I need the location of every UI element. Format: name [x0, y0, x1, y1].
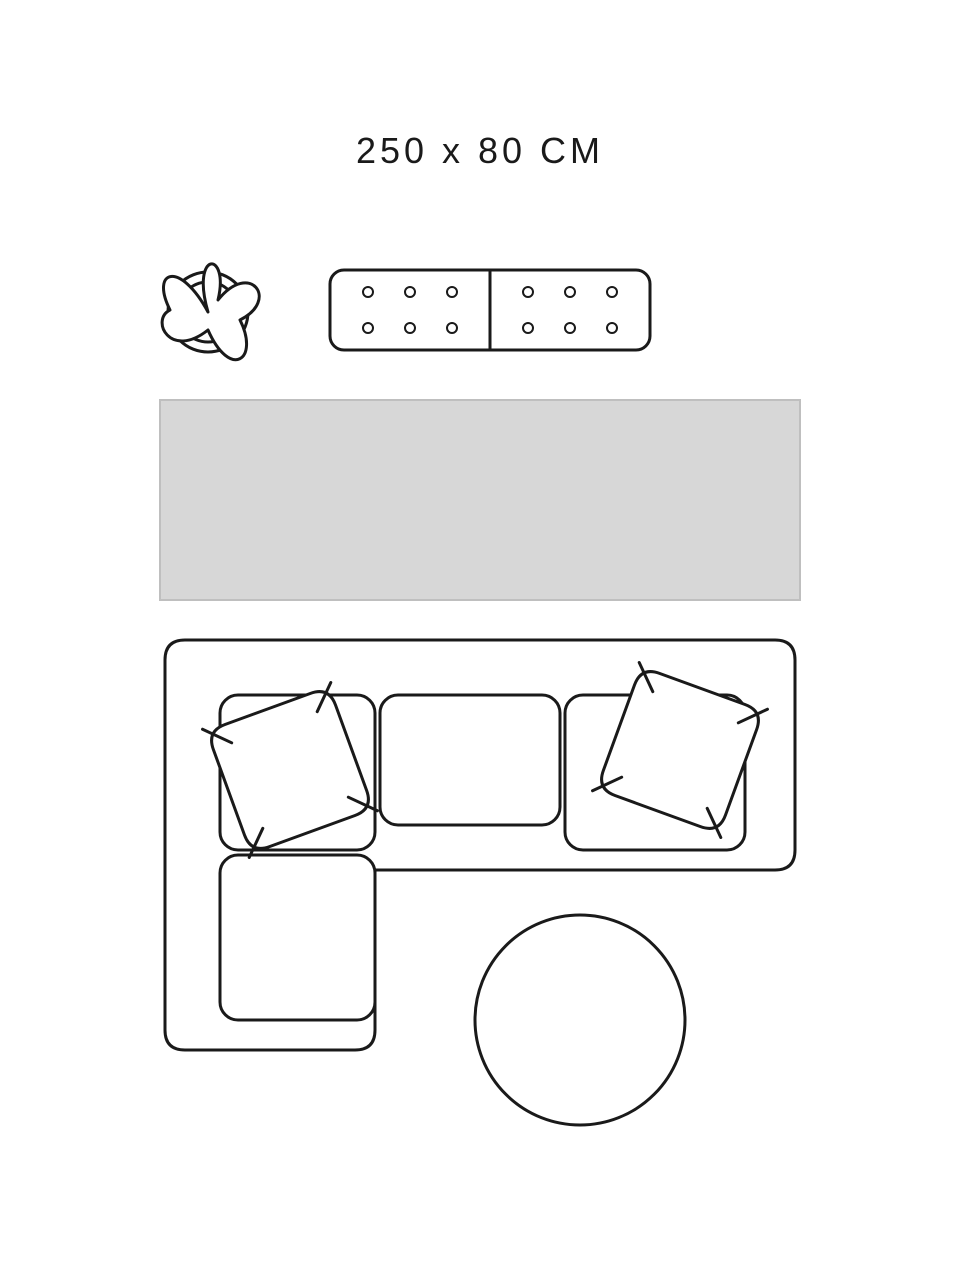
dimensions-title: 250 x 80 CM — [0, 130, 960, 172]
coffee-table — [475, 915, 685, 1125]
floorplan-canvas: 250 x 80 CM — [0, 0, 960, 1280]
rug — [160, 400, 800, 600]
floorplan-svg — [0, 0, 960, 1280]
credenza — [330, 270, 650, 350]
plant-icon — [162, 264, 259, 360]
